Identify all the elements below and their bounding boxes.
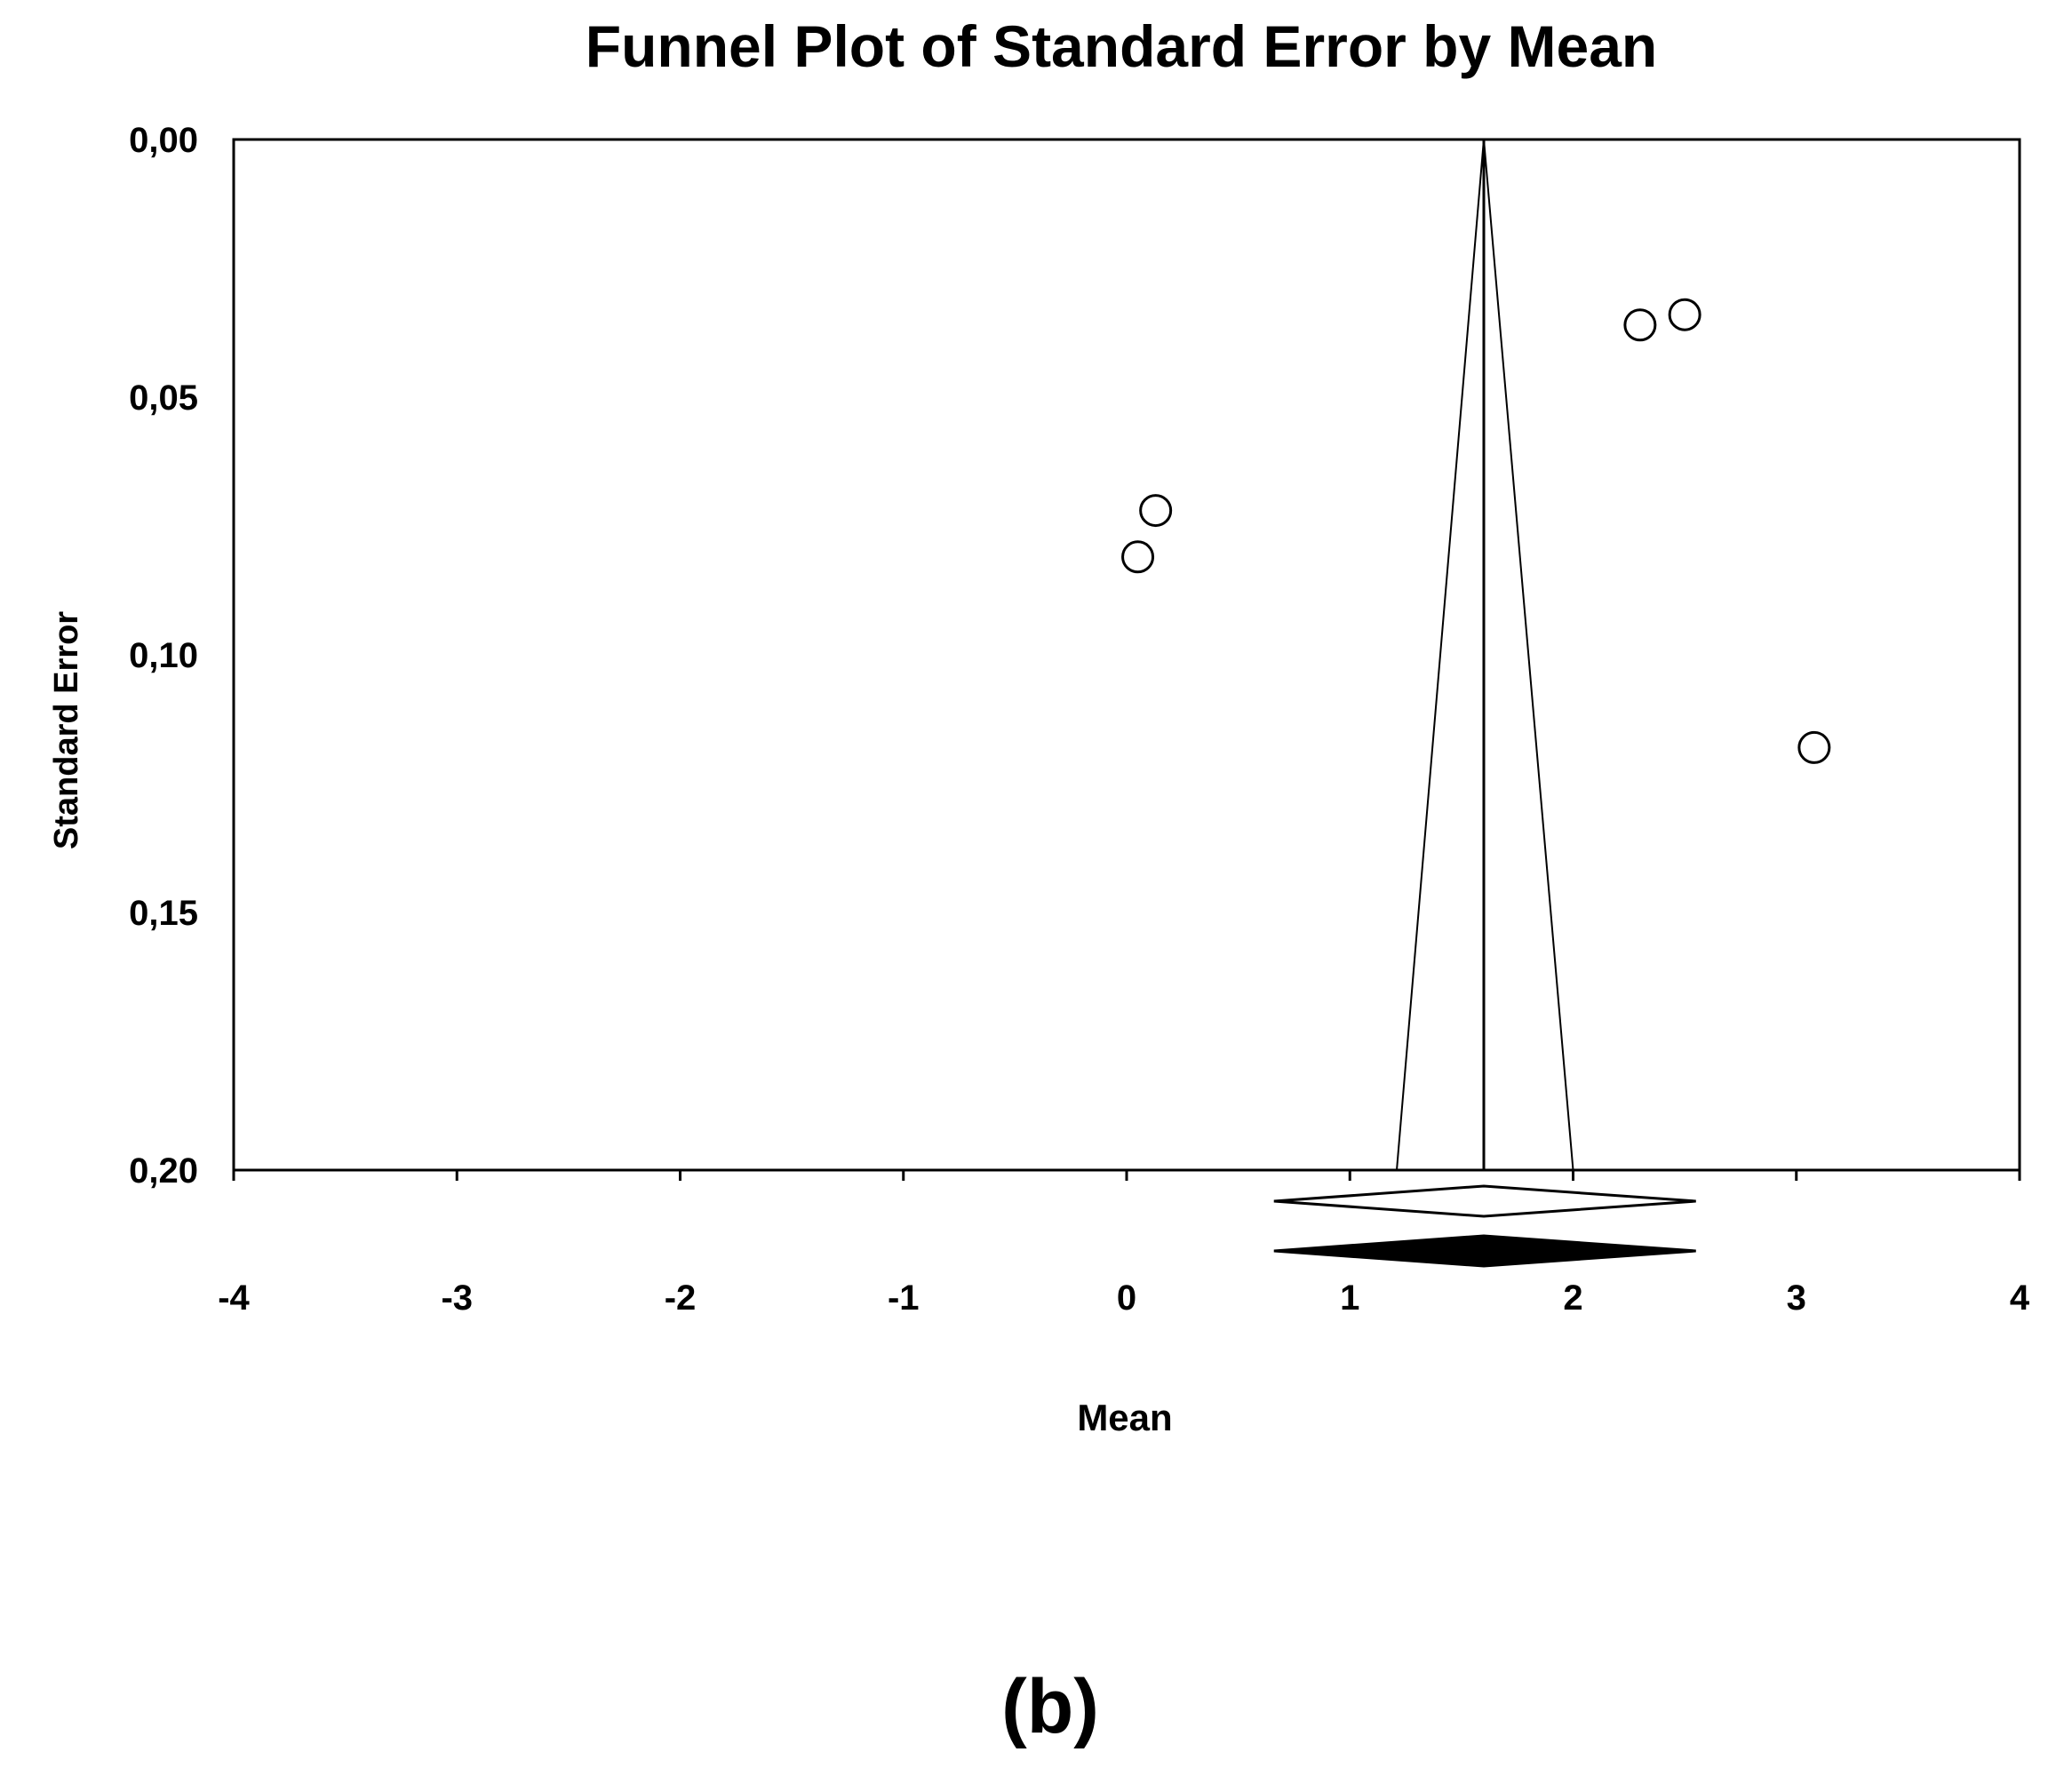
summary-diamonds [1273, 1184, 1696, 1268]
x-axis-label: Mean [1077, 1397, 1172, 1438]
open-summary-diamond [1273, 1184, 1696, 1218]
y-tick-label: 0,10 [129, 636, 198, 675]
data-point [1121, 540, 1155, 574]
x-tick-label: 0 [1117, 1278, 1136, 1318]
x-tick-label: 4 [2010, 1278, 2030, 1318]
y-tick-label: 0,00 [129, 121, 198, 160]
x-tick-label: 3 [1787, 1278, 1806, 1318]
y-axis-ticks: 0,00 0,05 0,10 0,15 0,20 [129, 121, 198, 1191]
data-point [1797, 730, 1831, 764]
x-tick-label: -4 [218, 1278, 250, 1318]
x-tick-label: 1 [1340, 1278, 1359, 1318]
x-tick-label: -1 [888, 1278, 920, 1318]
figure-caption: (b) [1001, 1664, 1099, 1749]
funnel-lines [1396, 139, 1574, 1171]
funnel-left-line [1396, 139, 1485, 1171]
plot-frame [232, 138, 2021, 1172]
y-tick-label: 0,05 [129, 378, 198, 418]
y-axis-label: Standard Error [48, 611, 85, 849]
x-axis-ticks: -4 -3 -2 -1 0 1 2 3 4 [218, 1170, 2030, 1318]
funnel-right-line [1483, 139, 1574, 1171]
x-tick-label: 2 [1563, 1278, 1582, 1318]
chart-title: Funnel Plot of Standard Error by Mean [586, 13, 1657, 79]
y-tick-label: 0,15 [129, 894, 198, 933]
data-points [1121, 298, 1831, 764]
data-point [1139, 494, 1173, 528]
y-tick-label: 0,20 [129, 1151, 198, 1191]
data-point [1623, 308, 1657, 342]
x-tick-label: -3 [441, 1278, 473, 1318]
x-tick-label: -2 [665, 1278, 697, 1318]
data-point [1668, 298, 1701, 331]
filled-summary-diamond [1273, 1234, 1696, 1268]
